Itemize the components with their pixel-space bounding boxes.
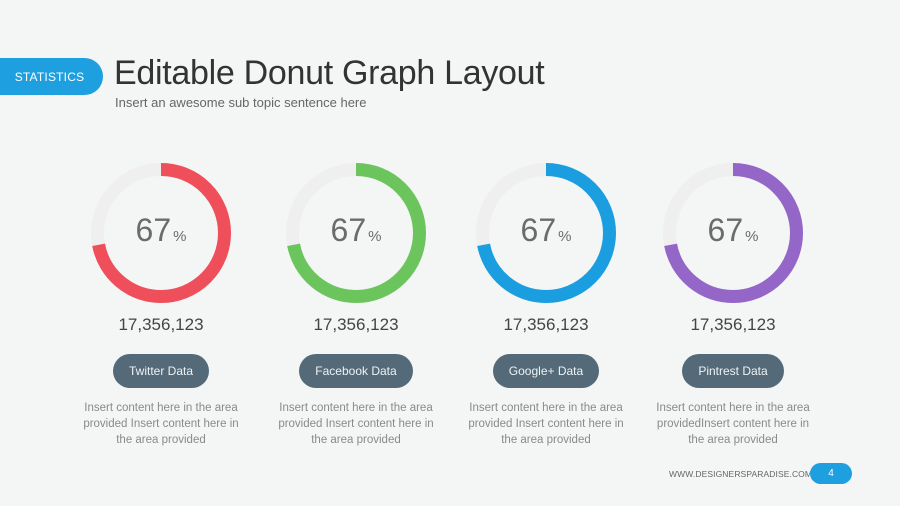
percent-value: 67% [330,212,382,248]
google-data-button[interactable]: Google+ Data [492,354,600,388]
donut-chart-twitter: 67% [88,160,234,306]
card-description: Insert content here in the area provided… [656,402,810,446]
twitter-data-button[interactable]: Twitter Data [112,354,210,388]
page-number-badge: 4 [810,463,852,484]
facebook-data-button[interactable]: Facebook Data [299,354,413,388]
donut-ring-icon [286,163,426,303]
donut-chart-facebook: 67% [283,160,429,306]
section-tab: STATISTICS [0,58,103,95]
stat-card-facebook: 67% 17,356,123 Facebook Data Insert cont… [271,160,441,448]
donut-ring-icon [91,163,231,303]
percent-value: 67% [520,212,572,248]
pintrest-data-button[interactable]: Pintrest Data [682,354,784,388]
stat-card-google: 67% 17,356,123 Google+ Data Insert conte… [461,160,631,448]
page-subtitle: Insert an awesome sub topic sentence her… [115,95,367,110]
card-description: Insert content here in the area provided… [83,402,239,446]
donut-ring-icon [476,163,616,303]
count-value: 17,356,123 [313,315,399,334]
count-value: 17,356,123 [118,315,204,334]
donut-chart-pintrest: 67% [660,160,806,306]
donut-chart-google: 67% [473,160,619,306]
stat-card-twitter: 67% 17,356,123 Twitter Data Insert conte… [76,160,246,448]
stat-card-pintrest: 67% 17,356,123 Pintrest Data Insert cont… [648,160,818,448]
donut-ring-icon [663,163,803,303]
page-number: 4 [828,468,834,479]
footer-url[interactable]: WWW.DESIGNERSPARADISE.COM [669,469,813,479]
page-title: Editable Donut Graph Layout [114,54,545,92]
percent-value: 67% [135,212,187,248]
card-description: Insert content here in the area provided… [278,402,434,446]
card-description: Insert content here in the area provided… [468,402,624,446]
percent-value: 67% [707,212,759,248]
count-value: 17,356,123 [690,315,776,334]
count-value: 17,356,123 [503,315,589,334]
section-tab-label: STATISTICS [14,69,85,84]
